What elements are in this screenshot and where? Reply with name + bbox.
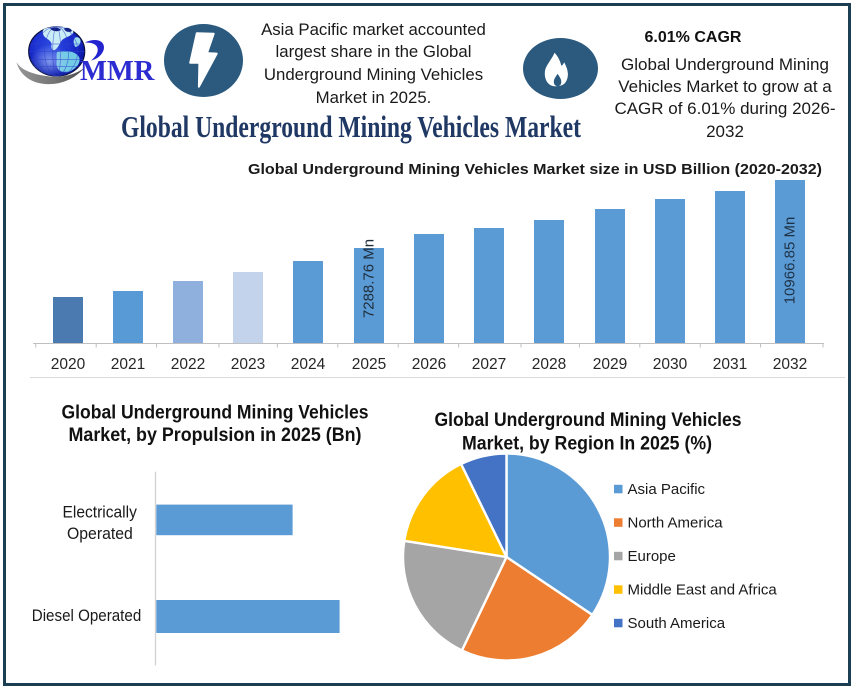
svg-text:2030: 2030 xyxy=(653,356,688,373)
svg-text:Asia Pacific: Asia Pacific xyxy=(628,481,706,498)
svg-text:2031: 2031 xyxy=(713,356,747,373)
svg-text:2029: 2029 xyxy=(593,356,627,373)
svg-text:MMR: MMR xyxy=(80,56,155,87)
svg-text:2020: 2020 xyxy=(51,356,86,373)
svg-text:2032: 2032 xyxy=(773,356,807,373)
svg-text:2028: 2028 xyxy=(532,356,566,373)
svg-text:2024: 2024 xyxy=(291,356,326,373)
svg-text:South America: South America xyxy=(628,615,726,632)
svg-text:Market, by Propulsion in 2025: Market, by Propulsion in 2025 (Bn) xyxy=(69,425,362,446)
svg-text:Europe: Europe xyxy=(628,548,676,565)
svg-text:10966.85 Mn: 10966.85 Mn xyxy=(782,217,799,305)
svg-text:Diesel Operated: Diesel Operated xyxy=(32,607,142,625)
svg-text:Global Underground Mining Vehi: Global Underground Mining Vehicles xyxy=(62,403,369,424)
svg-text:2027: 2027 xyxy=(472,356,506,373)
svg-text:2026: 2026 xyxy=(412,356,446,373)
svg-text:North America: North America xyxy=(628,515,724,532)
svg-text:Global Underground Mining Vehi: Global Underground Mining Vehicles Marke… xyxy=(248,161,822,178)
svg-text:Global Underground Mining Vehi: Global Underground Mining Vehicles xyxy=(435,410,742,431)
svg-text:Middle East and Africa: Middle East and Africa xyxy=(628,582,778,599)
svg-text:2021: 2021 xyxy=(111,356,145,373)
svg-text:2023: 2023 xyxy=(231,356,265,373)
svg-text:7288.76 Mn: 7288.76 Mn xyxy=(361,239,378,318)
svg-text:Electrically: Electrically xyxy=(63,504,138,522)
svg-text:2025: 2025 xyxy=(352,356,386,373)
svg-text:Global Underground Mining Vehi: Global Underground Mining Vehicles Marke… xyxy=(121,109,582,144)
svg-text:2022: 2022 xyxy=(171,356,205,373)
svg-text:Operated: Operated xyxy=(67,525,133,543)
svg-text:Market, by Region In 2025 (%): Market, by Region In 2025 (%) xyxy=(462,433,712,454)
